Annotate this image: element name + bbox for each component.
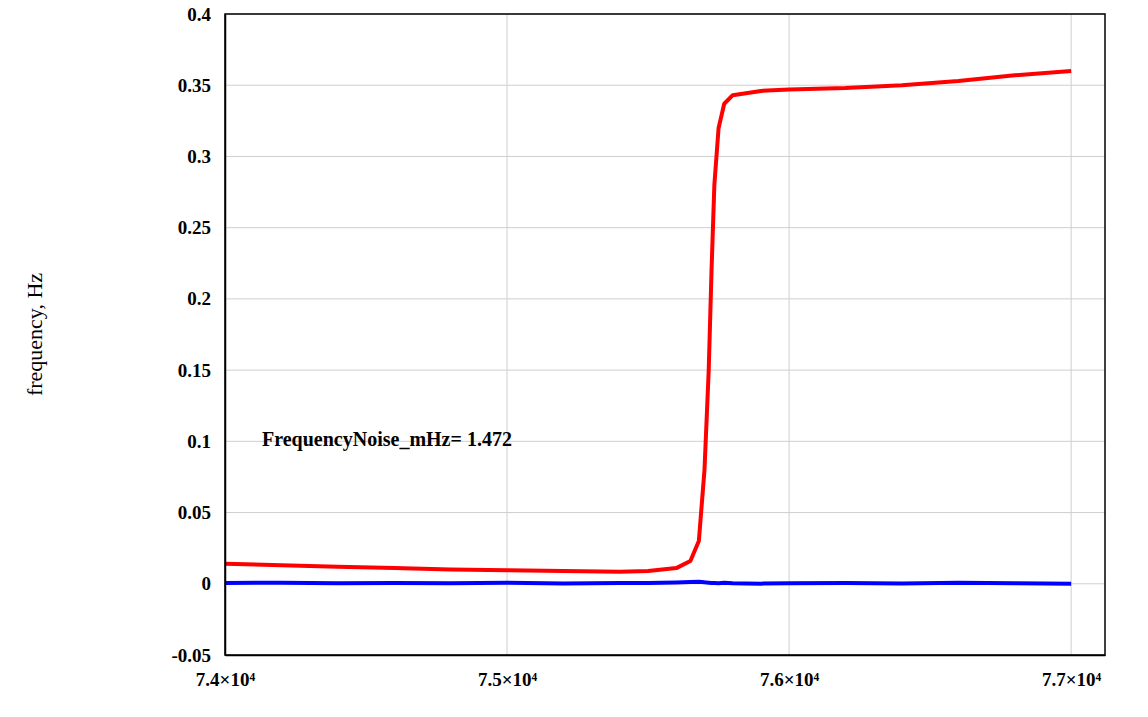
y-tick: 0 — [202, 573, 226, 594]
y-tick: -0.05 — [171, 645, 225, 666]
x-tick: 7.6×10⁴ — [760, 655, 820, 690]
y-tick-label: 0.15 — [178, 360, 211, 381]
series-line — [225, 71, 1071, 572]
plot-frame — [225, 14, 1105, 655]
y-axis-line — [225, 15, 227, 656]
y-grid-line — [225, 370, 1105, 371]
y-grid-line — [225, 156, 1105, 157]
y-axis-title: frequency, Hz — [22, 273, 47, 396]
x-tick-label: 7.7×10⁴ — [1042, 669, 1102, 690]
x-tick: 7.7×10⁴ — [1042, 655, 1102, 690]
series-line — [225, 582, 1071, 584]
x-axis-line — [226, 655, 1106, 657]
chart: 7.4×10⁴ 7.5×10⁴ 7.6×10⁴ 7.7×10⁴ -0.05 0 0.05 0.… — [0, 0, 1148, 717]
y-grid-line — [225, 298, 1105, 299]
series-group — [225, 71, 1071, 584]
y-tick-label: 0.1 — [187, 431, 211, 452]
annotation: FrequencyNoise_mHz= 1.472 — [262, 428, 512, 451]
plot: 7.4×10⁴ 7.5×10⁴ 7.6×10⁴ 7.7×10⁴ -0.05 0 0.05 0.… — [171, 4, 1105, 691]
y-tick-label: 0.3 — [187, 146, 211, 167]
y-tick: 0.15 — [178, 360, 225, 381]
y-tick-label: 0.2 — [187, 288, 211, 309]
x-grid-line — [507, 14, 508, 655]
y-tick: 0.25 — [178, 217, 225, 238]
y-tick: 0.4 — [187, 4, 225, 25]
x-axis: 7.4×10⁴ 7.5×10⁴ 7.6×10⁴ 7.7×10⁴ — [196, 655, 1106, 690]
y-tick-label: 0 — [202, 573, 212, 594]
y-tick: 0.2 — [187, 288, 225, 309]
y-tick: 0.1 — [187, 431, 225, 452]
y-tick: 0.3 — [187, 146, 225, 167]
y-tick-label: -0.05 — [171, 645, 211, 666]
y-tick-label: 0.4 — [187, 4, 211, 25]
y-grid-line — [225, 227, 1105, 228]
grid — [225, 14, 1105, 655]
x-grid-line — [1071, 14, 1072, 655]
plot-background — [225, 14, 1105, 655]
x-grid-line — [789, 14, 790, 655]
y-tick-label: 0.25 — [178, 217, 211, 238]
y-tick: 0.05 — [178, 502, 225, 523]
y-grid-line — [225, 512, 1105, 513]
x-tick-label: 7.5×10⁴ — [478, 669, 538, 690]
y-grid-line — [225, 85, 1105, 86]
y-tick: 0.35 — [178, 75, 225, 96]
y-tick-label: 0.35 — [178, 75, 211, 96]
x-tick: 7.5×10⁴ — [478, 655, 538, 690]
x-tick-label: 7.4×10⁴ — [196, 669, 256, 690]
y-axis: -0.05 0 0.05 0.1 0.15 0.2 0.25 0.3 0.35 0.4 — [171, 4, 225, 666]
x-tick-label: 7.6×10⁴ — [760, 669, 820, 690]
y-tick-label: 0.05 — [178, 502, 211, 523]
